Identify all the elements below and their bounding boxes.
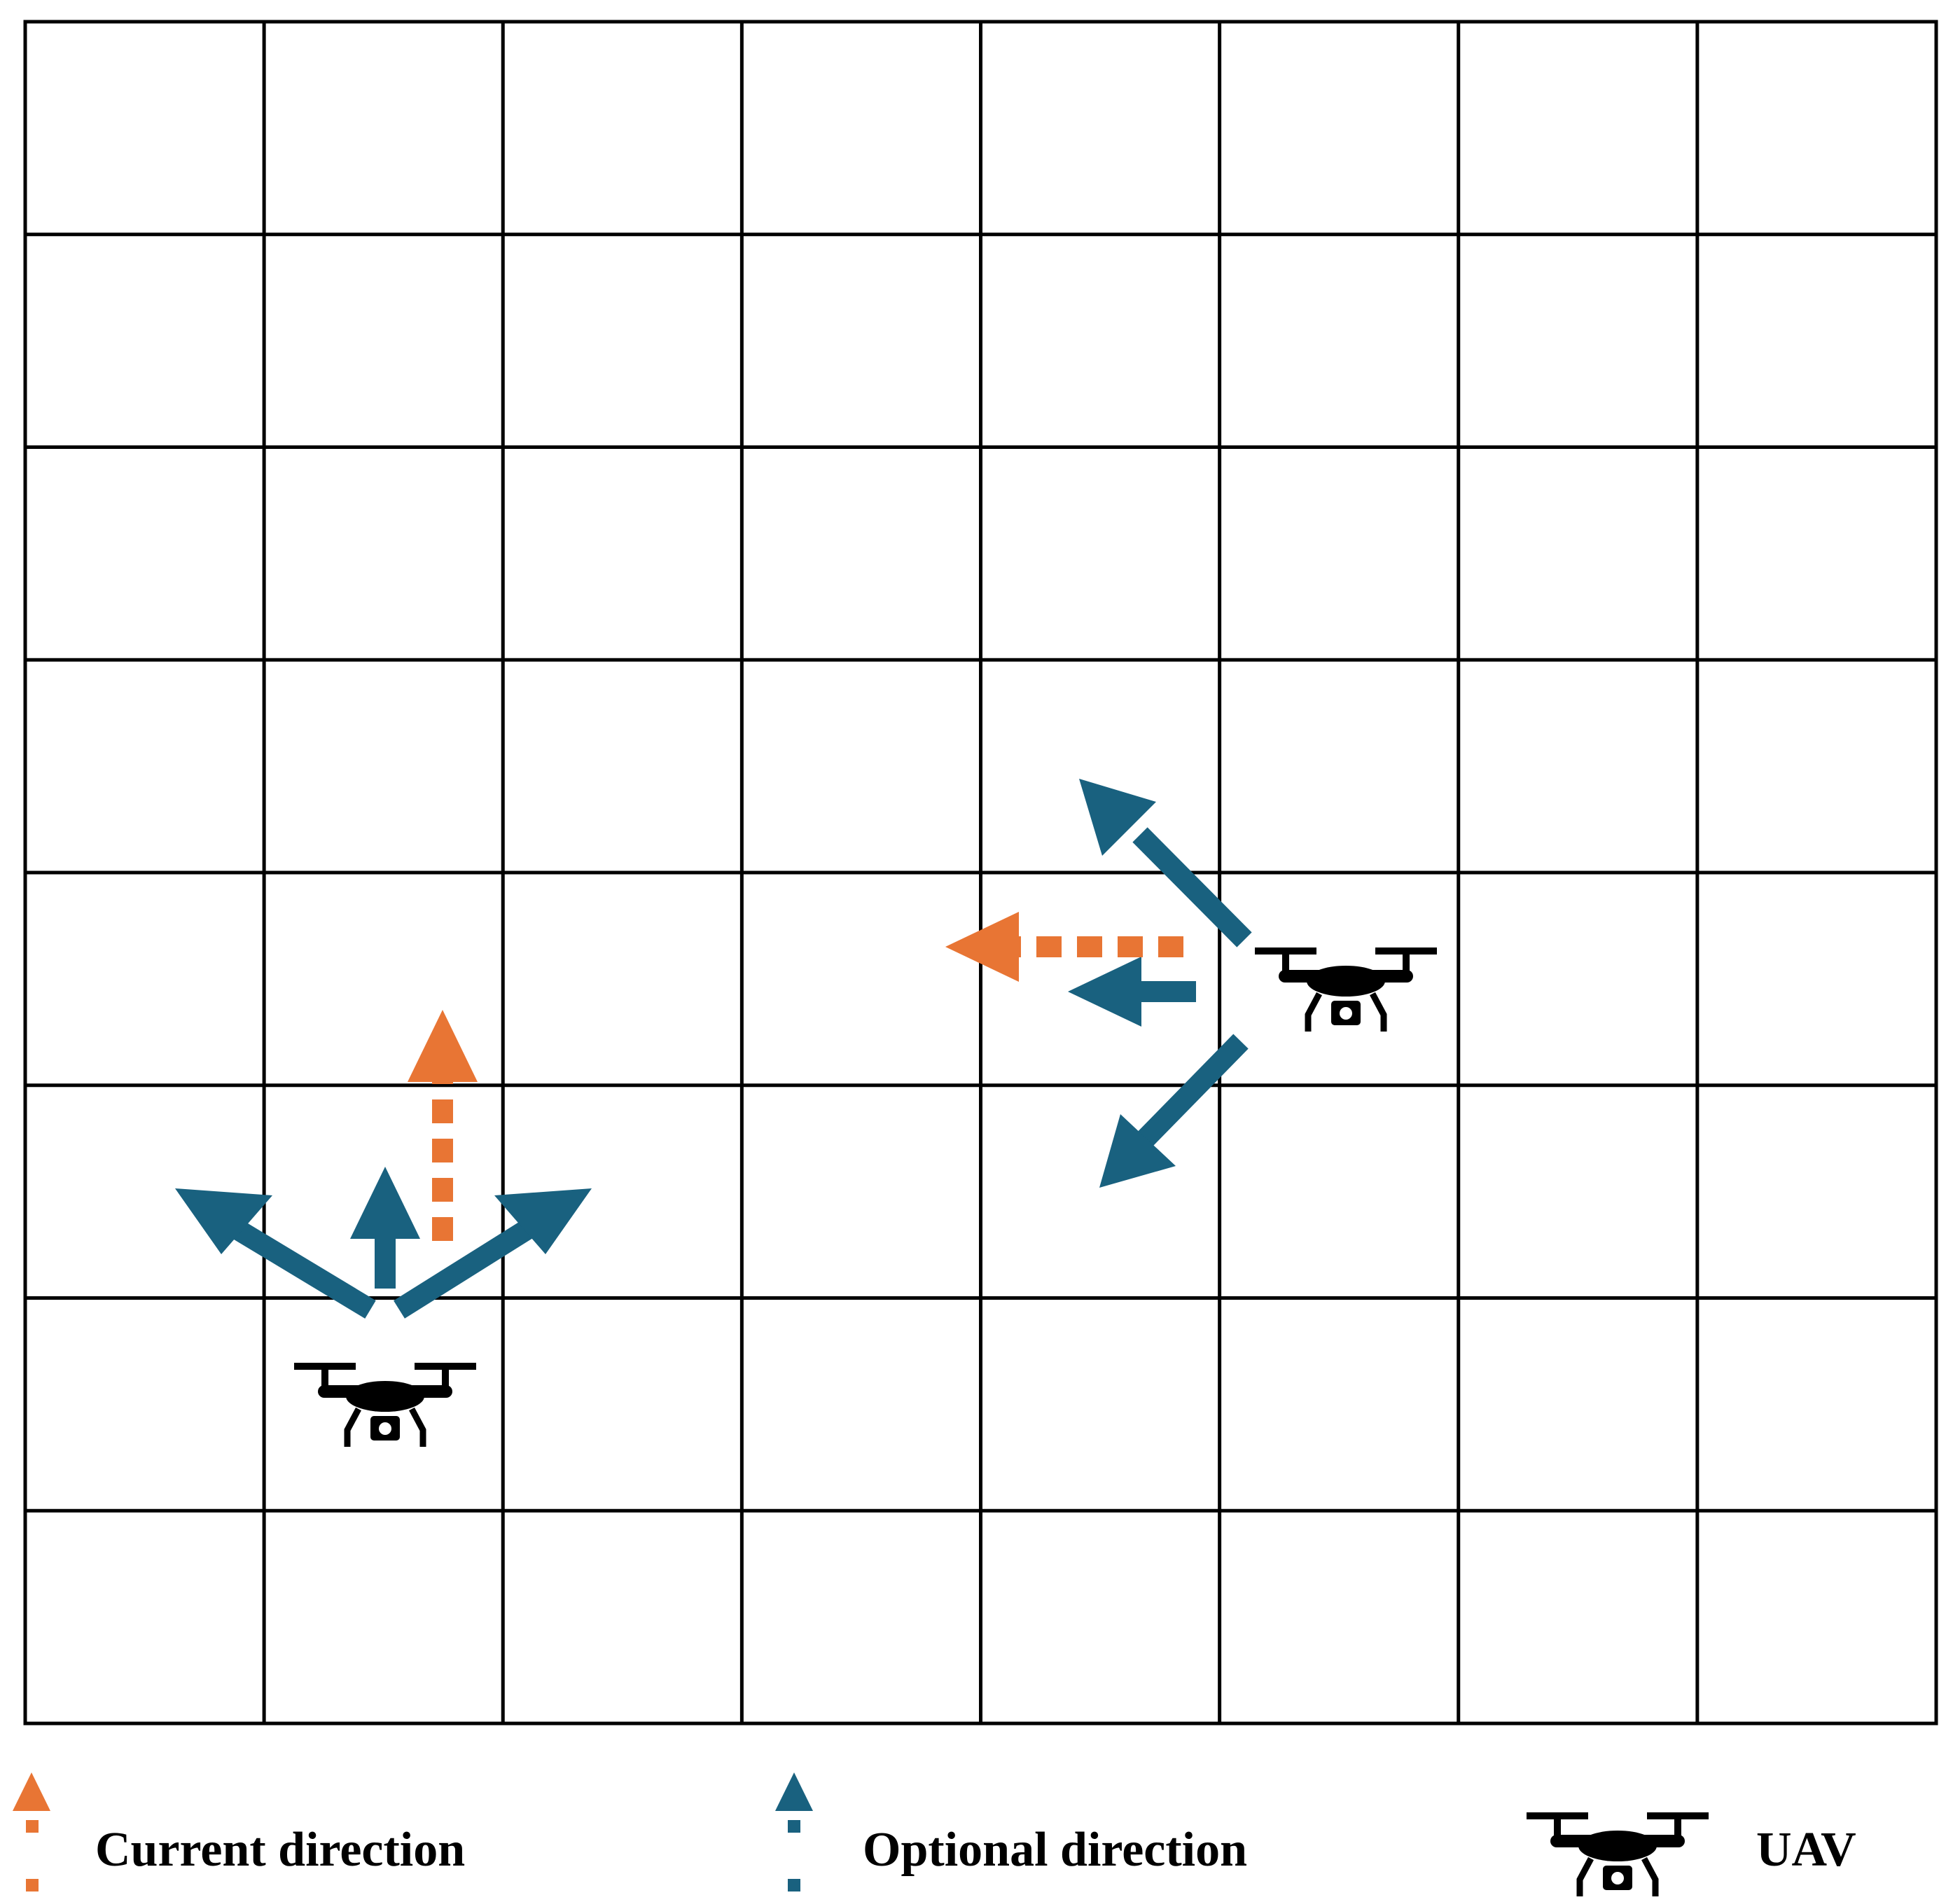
optional-arrow-up-left — [1079, 779, 1252, 947]
legend-current-swatch — [13, 1772, 50, 1891]
optional-arrow-up — [350, 1167, 420, 1289]
uav-1-group — [175, 1010, 592, 1447]
legend-optional-label: Optional direction — [863, 1823, 1247, 1877]
grid-lines — [25, 22, 1936, 1723]
optional-arrow-up-right — [394, 1188, 592, 1319]
legend-current-label: Current direction — [95, 1823, 465, 1877]
legend-uav-label: UAV — [1756, 1823, 1856, 1877]
uav-1-optional-arrows — [175, 1167, 592, 1319]
uav-1-current-arrow — [408, 1010, 478, 1241]
uav-2-group — [945, 779, 1437, 1188]
uav-2-drone-icon — [1255, 947, 1437, 1032]
optional-arrow-up-left — [175, 1188, 376, 1319]
uav-2-current-arrow — [945, 912, 1183, 982]
optional-arrow-down-left — [1099, 1034, 1249, 1188]
legend: Current direction Optional direction UAV — [13, 1772, 1856, 1896]
uav-1-drone-icon — [294, 1363, 476, 1447]
uav-2-optional-arrows — [1068, 779, 1252, 1188]
optional-arrow-left — [1068, 957, 1196, 1027]
legend-optional-swatch — [775, 1772, 813, 1891]
grid — [23, 20, 1938, 1726]
legend-uav-icon — [1527, 1812, 1709, 1896]
